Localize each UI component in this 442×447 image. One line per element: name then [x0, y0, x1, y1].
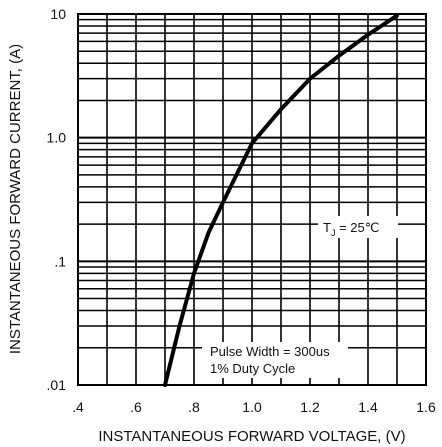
x-tick-label: 1.4 [358, 399, 378, 415]
x-tick-label: 1.2 [300, 399, 320, 415]
forward-current-curve [163, 13, 399, 387]
y-tick-label: 1.0 [47, 130, 67, 146]
plot-frame [77, 13, 427, 386]
grid [78, 14, 426, 385]
x-tick-label: .8 [188, 399, 200, 415]
pulse-width-label: Pulse Width = 300us [210, 344, 330, 359]
temperature-label-box [318, 216, 398, 238]
y-tick-label: 10 [50, 6, 66, 22]
x-axis-title: INSTANTANEOUS FORWARD VOLTAGE, (V) [98, 428, 405, 445]
y-tick-label: .01 [47, 377, 67, 393]
temperature-label: TJ = 25℃ [323, 220, 379, 238]
x-tick-label: .6 [130, 399, 142, 415]
x-tick-label: .4 [72, 399, 84, 415]
temperature-label-suffix: = 25℃ [335, 220, 379, 235]
temperature-label-prefix: T [323, 220, 331, 235]
y-axis-ticks: .01 .1 1.0 10 [47, 6, 67, 393]
pulse-label-box [202, 342, 348, 378]
x-tick-label: 1.0 [242, 399, 262, 415]
y-tick-label: .1 [54, 253, 66, 269]
y-axis-title: INSTANTANEOUS FORWARD CURRENT, (A) [7, 44, 24, 354]
x-axis-ticks: .4 .6 .8 1.0 1.2 1.4 1.6 [72, 399, 436, 415]
duty-cycle-label: 1% Duty Cycle [210, 361, 295, 376]
x-tick-label: 1.6 [416, 399, 436, 415]
temperature-label-sub: J [331, 228, 336, 238]
